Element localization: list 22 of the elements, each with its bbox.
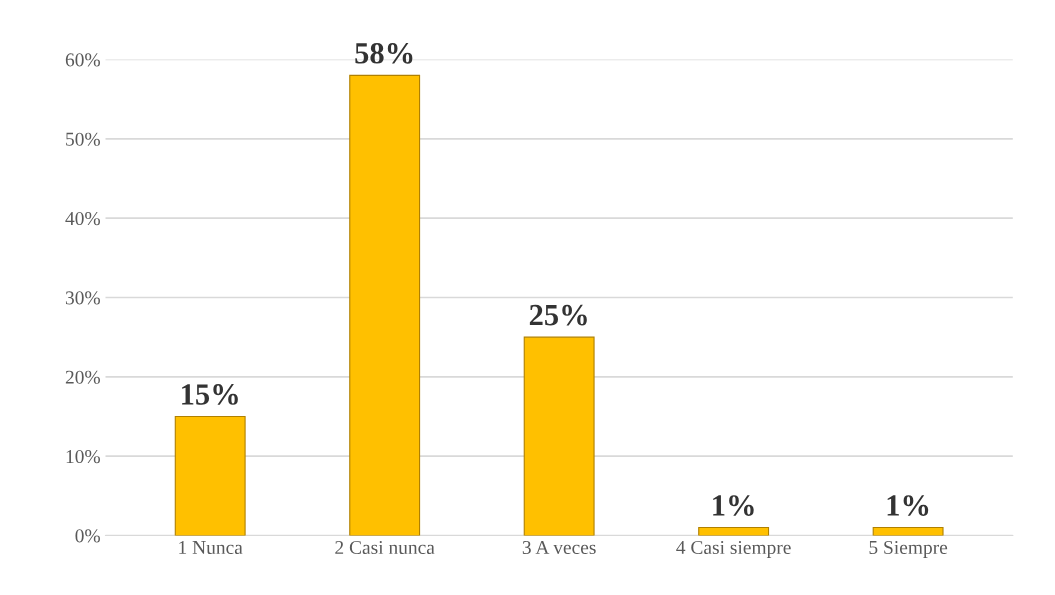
data-label: 58% [355, 42, 413, 64]
bar [698, 527, 770, 536]
data-label: 25% [529, 304, 587, 326]
bar [174, 415, 246, 536]
y-tick-label: 50% [66, 132, 100, 146]
bar [872, 527, 944, 536]
y-tick-label: 40% [65, 211, 100, 226]
y-tick-label: 30% [65, 291, 100, 305]
y-tick-label: 10% [66, 449, 100, 464]
x-tick-label: 5 Siempre [869, 540, 948, 558]
x-tick-label: 2 Casi nunca [335, 540, 435, 555]
data-label: 1% [713, 495, 754, 516]
y-tick-label: 20% [65, 370, 100, 384]
x-tick-label: 4 Casi siempre [676, 540, 791, 558]
data-label: 15% [182, 384, 238, 405]
x-tick-label: 1 Nunca [179, 541, 243, 555]
x-tick-label: 3 A veces [522, 540, 596, 555]
y-tick-label: 0% [75, 529, 100, 543]
bar [349, 74, 421, 536]
y-tick-label: 60% [65, 53, 100, 67]
data-label: 1% [887, 495, 929, 516]
bar [523, 336, 595, 536]
